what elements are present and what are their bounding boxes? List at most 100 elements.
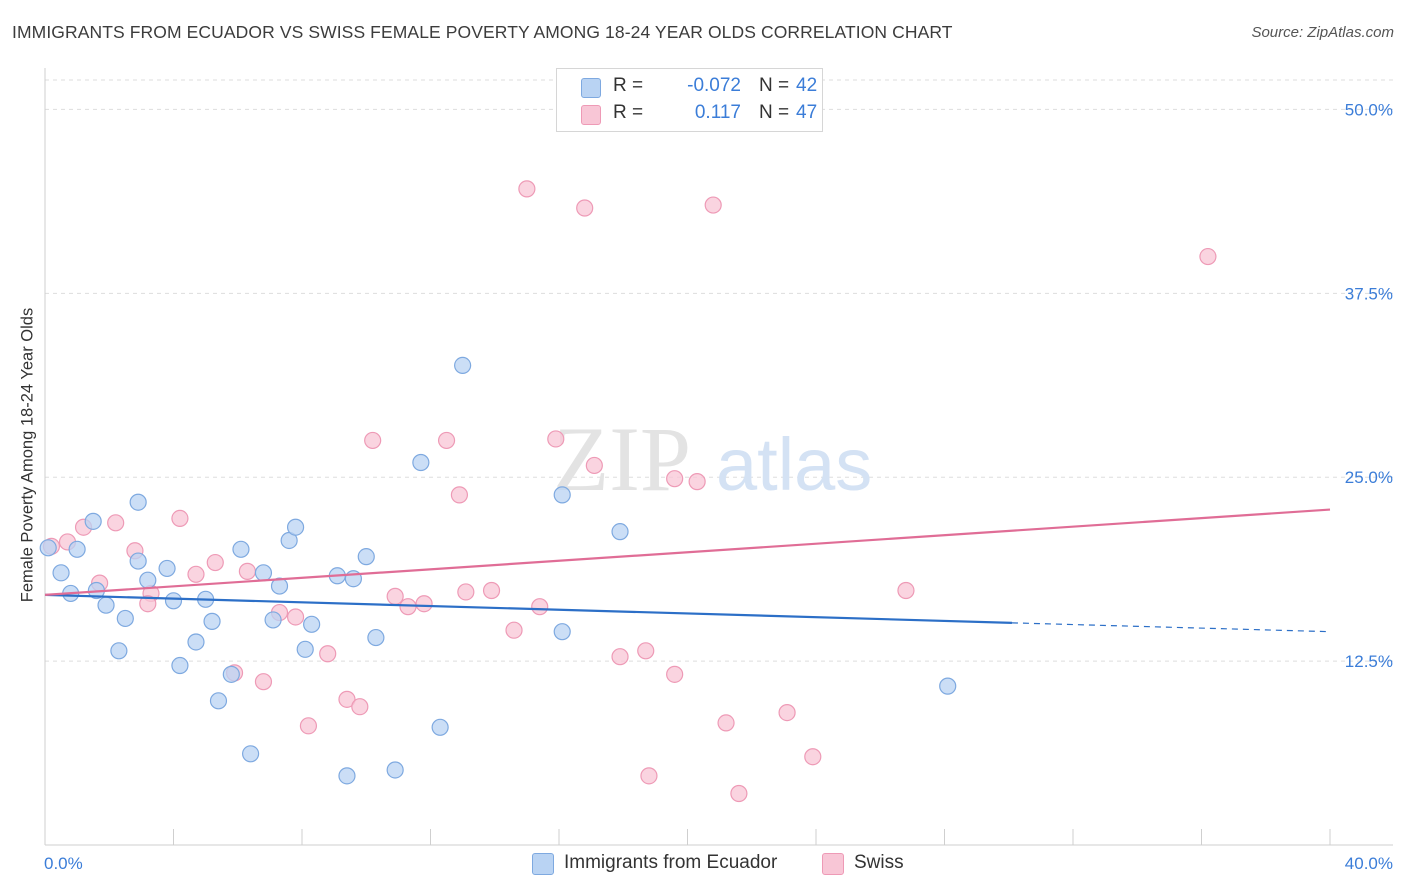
- swiss-point: [531, 598, 549, 616]
- swiss-point: [457, 583, 475, 601]
- swiss-point: [450, 486, 469, 504]
- watermark-zip: ZIP: [553, 408, 691, 510]
- swiss-point: [666, 470, 684, 488]
- swiss-point: [730, 784, 748, 803]
- source-credit: Source: ZipAtlas.com: [1251, 24, 1394, 41]
- ecuador-point: [454, 356, 472, 375]
- ecuador-points: [39, 356, 957, 785]
- y-tick-label: 12.5%: [1345, 652, 1393, 671]
- watermark: ZIP atlas: [553, 408, 872, 510]
- swiss-point: [171, 509, 189, 528]
- ecuador-point: [270, 577, 289, 595]
- ecuador-point: [296, 640, 314, 658]
- ecuador-point: [286, 518, 305, 536]
- legend-n-value: 47: [796, 102, 818, 123]
- ecuador-point: [412, 453, 430, 472]
- ecuador-point: [338, 767, 356, 785]
- ecuador-point: [303, 615, 321, 633]
- ecuador-point: [116, 609, 134, 628]
- ecuador-point: [611, 523, 629, 541]
- ecuador-trend-extension: [1011, 622, 1331, 633]
- axes: [44, 68, 1393, 846]
- ecuador-point: [139, 571, 157, 589]
- swiss-point: [238, 562, 256, 580]
- swiss-point: [518, 180, 536, 198]
- bottom-legend-label: Immigrants from Ecuador: [564, 852, 778, 873]
- swiss-point: [717, 714, 735, 732]
- swiss-point: [640, 767, 658, 785]
- ecuador-point: [129, 493, 147, 511]
- ecuador-point: [232, 540, 250, 558]
- swiss-point: [351, 698, 369, 716]
- legend-n-value: 42: [796, 75, 818, 96]
- swiss-point: [107, 514, 125, 532]
- swiss-point: [688, 473, 706, 491]
- x-tick-label: 40.0%: [1345, 854, 1393, 873]
- legend-swatch-blue: [581, 78, 601, 98]
- swiss-point: [386, 587, 404, 605]
- swiss-point: [704, 196, 722, 214]
- watermark-atlas: atlas: [716, 423, 872, 506]
- legend-swatch-pink: [581, 105, 601, 125]
- swiss-point: [576, 199, 594, 217]
- swiss-point: [437, 431, 456, 450]
- swiss-trend-line: [44, 508, 1331, 597]
- swiss-point: [1199, 247, 1217, 266]
- swiss-point: [666, 665, 684, 683]
- y-tick-label: 37.5%: [1345, 284, 1393, 303]
- swiss-point: [637, 642, 655, 660]
- swiss-point: [399, 598, 417, 616]
- swiss-point: [415, 595, 433, 613]
- bottom-legend-swatch-blue: [532, 853, 554, 875]
- ecuador-point: [171, 656, 189, 675]
- ecuador-point: [203, 612, 221, 630]
- swiss-point: [286, 608, 305, 626]
- swiss-point: [187, 565, 205, 583]
- ecuador-point: [158, 559, 176, 578]
- ecuador-point: [431, 718, 449, 736]
- y-axis-label: Female Poverty Among 18-24 Year Olds: [18, 307, 37, 603]
- ecuador-trend-line: [44, 593, 1012, 624]
- ecuador-point: [209, 692, 228, 710]
- ecuador-point: [386, 761, 404, 779]
- swiss-point: [778, 703, 796, 722]
- swiss-point: [547, 430, 565, 448]
- swiss-point: [299, 717, 318, 735]
- trend-lines: [44, 508, 1331, 633]
- ecuador-point: [553, 486, 571, 504]
- stats-legend: R = -0.072 N = 42 R = 0.117 N = 47: [556, 68, 823, 132]
- swiss-point: [364, 431, 382, 450]
- legend-r-label: R =: [613, 102, 644, 123]
- ecuador-point: [97, 596, 115, 614]
- swiss-point: [505, 621, 523, 639]
- ecuador-point: [357, 548, 375, 566]
- swiss-point: [482, 581, 501, 600]
- ecuador-point: [110, 642, 128, 660]
- legend-r-value: 0.117: [694, 102, 741, 123]
- ecuador-point: [68, 540, 86, 558]
- swiss-point: [338, 690, 356, 708]
- swiss-point: [897, 581, 915, 600]
- bottom-legend-label: Swiss: [854, 852, 904, 873]
- ecuador-point: [84, 512, 102, 530]
- ecuador-point: [129, 552, 147, 570]
- ecuador-point: [39, 539, 57, 557]
- ecuador-point: [264, 611, 282, 629]
- swiss-point: [585, 456, 603, 475]
- ecuador-point: [222, 665, 240, 683]
- legend-r-value: -0.072: [687, 75, 741, 96]
- ecuador-point: [254, 564, 273, 582]
- x-tick-label: 0.0%: [44, 854, 83, 873]
- ecuador-point: [52, 564, 70, 582]
- axis-labels: 12.5% 25.0% 37.5% 50.0% 0.0% 40.0%: [44, 100, 1393, 873]
- ecuador-point: [187, 633, 205, 651]
- swiss-point: [804, 748, 822, 766]
- ecuador-point: [553, 623, 571, 641]
- y-tick-label: 25.0%: [1345, 468, 1393, 487]
- swiss-point: [254, 673, 273, 691]
- legend-n-label: N =: [759, 75, 790, 96]
- swiss-point: [611, 648, 629, 666]
- legend-r-label: R =: [613, 75, 644, 96]
- swiss-point: [206, 553, 224, 572]
